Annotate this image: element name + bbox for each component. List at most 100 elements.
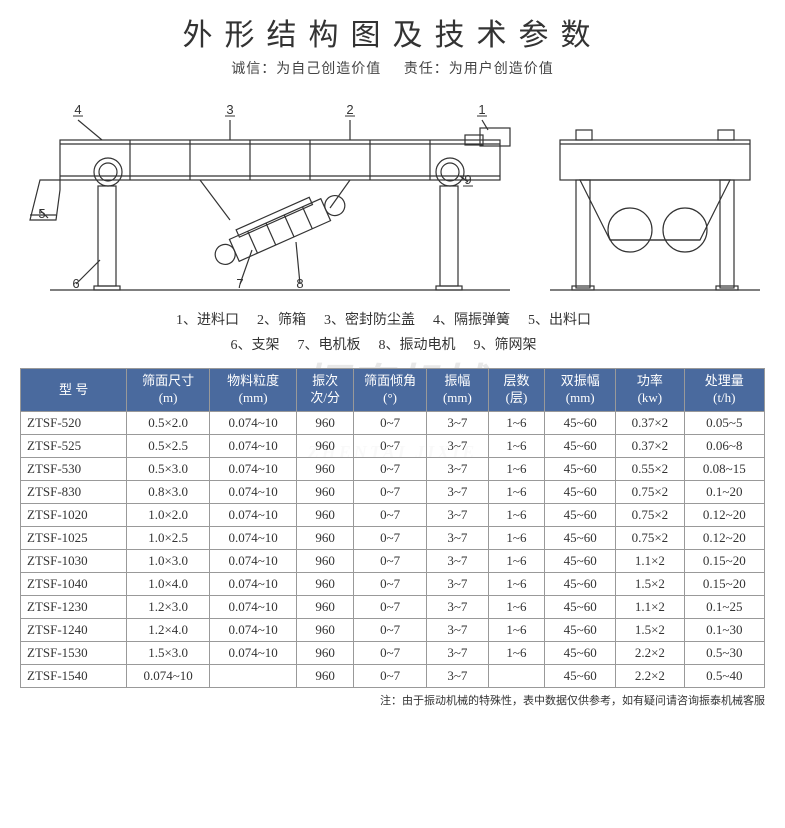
table-cell: 0.5~40: [684, 665, 764, 688]
table-cell: 0.12~20: [684, 527, 764, 550]
table-cell: ZTSF-1020: [21, 504, 127, 527]
table-row: ZTSF-15400.074~10 9600~73~7 45~602.2×20.5~…: [21, 665, 765, 688]
table-cell: 0.074~10: [209, 573, 296, 596]
table-cell: [488, 665, 545, 688]
table-cell: 0.5~30: [684, 642, 764, 665]
table-cell: 960: [297, 412, 354, 435]
table-cell: 960: [297, 596, 354, 619]
table-cell: 0.074~10: [209, 527, 296, 550]
callout-9: 9: [464, 172, 471, 187]
table-cell: 1.5×3.0: [127, 642, 210, 665]
page-subtitle: 诚信：为自己创造价值 责任：为用户创造价值: [20, 58, 765, 78]
table-cell: 0.074~10: [209, 435, 296, 458]
table-cell: 0.074~10: [209, 596, 296, 619]
callout-6: 6: [72, 276, 79, 291]
table-cell: 1.5×2: [616, 573, 684, 596]
table-cell: 1~6: [488, 596, 545, 619]
table-cell: 3~7: [427, 527, 488, 550]
table-cell: 0.074~10: [209, 458, 296, 481]
subtitle-right: 责任：为用户创造价值: [404, 62, 554, 77]
table-cell: 0.15~20: [684, 573, 764, 596]
col-header: 处理量(t/h): [684, 369, 764, 412]
table-cell: 0.08~15: [684, 458, 764, 481]
table-cell: 45~60: [545, 435, 616, 458]
table-cell: 0~7: [353, 504, 426, 527]
callout-5: 5: [38, 206, 45, 221]
table-cell: 0.074~10: [209, 550, 296, 573]
callout-8: 8: [296, 276, 303, 291]
table-cell: 0~7: [353, 642, 426, 665]
table-cell: 0~7: [353, 527, 426, 550]
table-cell: 3~7: [427, 550, 488, 573]
table-cell: 2.2×2: [616, 665, 684, 688]
table-cell: ZTSF-1240: [21, 619, 127, 642]
table-row: ZTSF-12401.2×4.00.074~109600~73~71~645~6…: [21, 619, 765, 642]
table-cell: 45~60: [545, 550, 616, 573]
page-title: 外形结构图及技术参数: [20, 10, 765, 54]
col-header: 功率(kw): [616, 369, 684, 412]
table-cell: 1~6: [488, 619, 545, 642]
table-cell: 1~6: [488, 412, 545, 435]
table-cell: 0~7: [353, 481, 426, 504]
table-cell: 1.2×4.0: [127, 619, 210, 642]
table-cell: ZTSF-1030: [21, 550, 127, 573]
table-cell: 0.12~20: [684, 504, 764, 527]
table-cell: 0.074~10: [209, 412, 296, 435]
table-cell: 3~7: [427, 619, 488, 642]
table-cell: ZTSF-525: [21, 435, 127, 458]
table-cell: 45~60: [545, 596, 616, 619]
table-cell: 1~6: [488, 435, 545, 458]
table-row: ZTSF-10251.0×2.50.074~109600~73~71~645~6…: [21, 527, 765, 550]
table-cell: 0~7: [353, 665, 426, 688]
table-row: ZTSF-5250.5×2.50.074~109600~73~71~645~60…: [21, 435, 765, 458]
table-cell: 45~60: [545, 481, 616, 504]
table-cell: 1.0×2.5: [127, 527, 210, 550]
table-cell: 960: [297, 504, 354, 527]
table-cell: 0.75×2: [616, 527, 684, 550]
table-cell: 0.75×2: [616, 504, 684, 527]
legend-row-1: 1、进料口2、筛箱3、密封防尘盖4、隔振弹簧5、出料口: [20, 308, 765, 333]
col-header: 筛面倾角(°): [353, 369, 426, 412]
table-cell: 1.1×2: [616, 550, 684, 573]
table-cell: 960: [297, 458, 354, 481]
table-cell: 45~60: [545, 665, 616, 688]
table-cell: 0.074~10: [127, 665, 210, 688]
table-header-row: 型 号筛面尺寸(m)物料粒度(mm)振次次/分筛面倾角(°)振幅(mm)层数(层…: [21, 369, 765, 412]
col-header: 振次次/分: [297, 369, 354, 412]
table-cell: ZTSF-1540: [21, 665, 127, 688]
legend-item-9: 9、筛网架: [474, 338, 537, 353]
col-header: 筛面尺寸(m): [127, 369, 210, 412]
table-cell: 960: [297, 619, 354, 642]
table-cell: 1~6: [488, 573, 545, 596]
table-cell: 1~6: [488, 550, 545, 573]
table-cell: 3~7: [427, 504, 488, 527]
table-cell: ZTSF-1025: [21, 527, 127, 550]
table-cell: ZTSF-830: [21, 481, 127, 504]
table-cell: 0.37×2: [616, 435, 684, 458]
table-body: ZTSF-5200.5×2.00.074~109600~73~71~645~60…: [21, 412, 765, 688]
table-cell: 960: [297, 550, 354, 573]
table-cell: 3~7: [427, 458, 488, 481]
table-cell: 3~7: [427, 665, 488, 688]
table-cell: 2.2×2: [616, 642, 684, 665]
table-row: ZTSF-12301.2×3.00.074~109600~73~71~645~6…: [21, 596, 765, 619]
table-cell: 0.06~8: [684, 435, 764, 458]
table-cell: 1.0×3.0: [127, 550, 210, 573]
table-cell: 0~7: [353, 596, 426, 619]
callout-7: 7: [236, 276, 243, 291]
callout-2: 2: [346, 102, 353, 117]
table-cell: 0.074~10: [209, 504, 296, 527]
legend-item-4: 4、隔振弹簧: [433, 313, 510, 328]
table-cell: 0~7: [353, 435, 426, 458]
table-cell: 0.55×2: [616, 458, 684, 481]
col-header: 振幅(mm): [427, 369, 488, 412]
table-cell: 960: [297, 642, 354, 665]
diagram-svg: 432156789: [20, 90, 765, 300]
table-cell: 0.074~10: [209, 481, 296, 504]
table-cell: 3~7: [427, 412, 488, 435]
table-cell: 960: [297, 665, 354, 688]
table-cell: 45~60: [545, 642, 616, 665]
subtitle-left: 诚信：为自己创造价值: [231, 62, 381, 77]
table-cell: 0.15~20: [684, 550, 764, 573]
table-row: ZTSF-10201.0×2.00.074~109600~73~71~645~6…: [21, 504, 765, 527]
